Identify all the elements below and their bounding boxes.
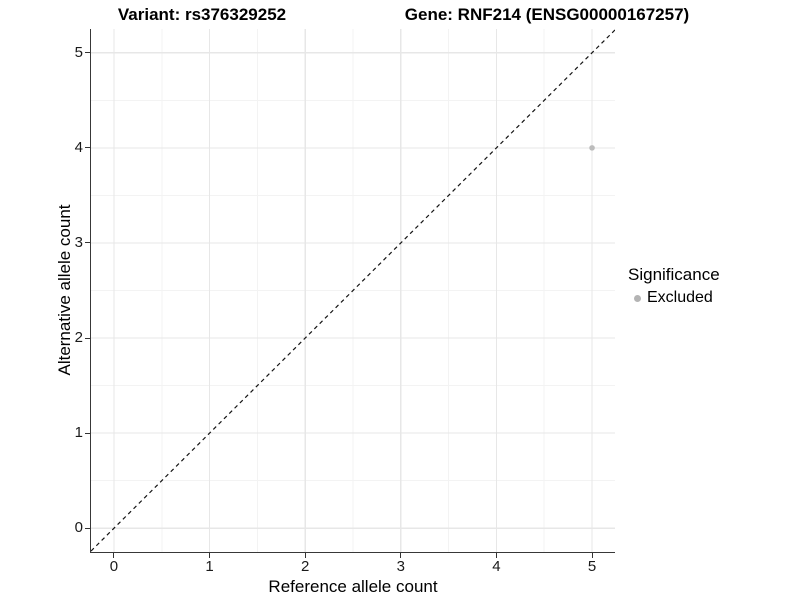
- x-tick-mark: [400, 553, 402, 558]
- x-tick-mark: [591, 553, 593, 558]
- x-tick-label: 4: [492, 558, 501, 575]
- legend-item-label: Excluded: [647, 289, 713, 306]
- y-tick-label: 4: [74, 138, 83, 156]
- x-tick-mark: [113, 553, 115, 558]
- y-tick-mark: [85, 527, 90, 529]
- legend-key-dot-icon: [634, 294, 641, 302]
- y-tick-mark: [85, 147, 90, 149]
- y-tick-label: 2: [74, 329, 83, 347]
- data-point: [589, 145, 595, 151]
- identity-dashed-line: [91, 29, 615, 552]
- y-tick-mark: [85, 337, 90, 339]
- y-tick-mark: [85, 432, 90, 434]
- x-tick-mark: [304, 553, 306, 558]
- x-tick-label: 1: [205, 558, 214, 575]
- y-tick-label: 0: [74, 519, 83, 537]
- legend-item: Excluded: [628, 289, 720, 307]
- y-tick-label: 1: [74, 424, 83, 442]
- x-tick-mark: [209, 553, 211, 558]
- x-axis-title: Reference allele count: [268, 577, 438, 596]
- x-tick-label: 3: [396, 558, 405, 575]
- legend-title: Significance: [628, 265, 720, 284]
- x-tick-mark: [495, 553, 497, 558]
- y-tick-mark: [85, 242, 90, 244]
- plot-panel: [90, 29, 615, 553]
- plot-canvas: [91, 29, 615, 552]
- x-tick-label: 2: [301, 558, 310, 575]
- plot-title-variant: Variant: rs376329252: [117, 5, 287, 24]
- y-tick-label: 3: [74, 233, 83, 251]
- x-tick-label: 5: [587, 558, 597, 575]
- y-tick-mark: [85, 52, 90, 54]
- legend: Significance Excluded: [628, 265, 720, 307]
- legend-items: Excluded: [628, 289, 720, 307]
- plot-title-gene: Gene: RNF214 (ENSG00000167257): [404, 5, 690, 24]
- x-tick-label: 0: [109, 558, 119, 575]
- y-tick-label: 5: [74, 43, 83, 61]
- y-axis-title: Alternative allele count: [55, 204, 74, 376]
